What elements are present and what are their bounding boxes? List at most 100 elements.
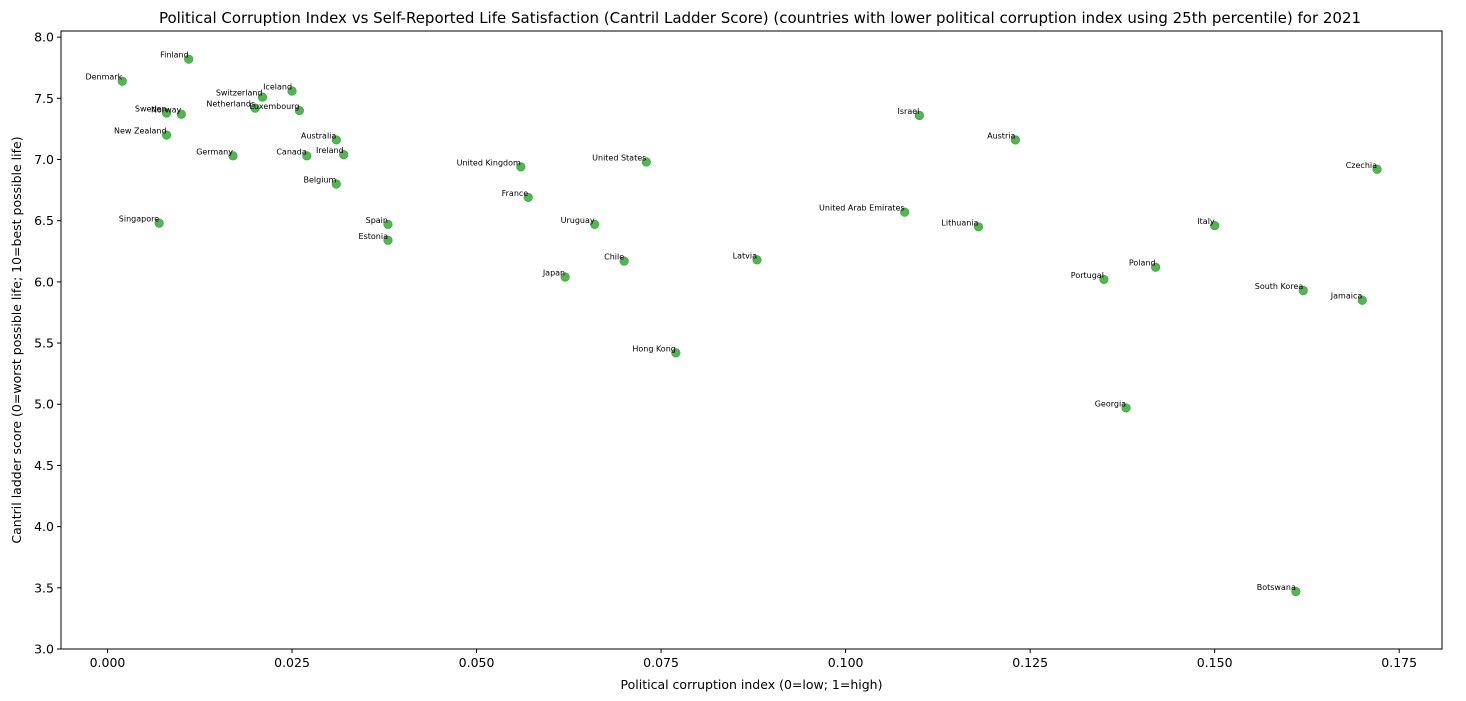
data-point-label: Austria	[987, 131, 1015, 140]
data-point	[339, 150, 349, 160]
data-point-label: Sweden	[135, 104, 167, 113]
data-point	[1298, 285, 1308, 296]
y-tick-label: 5.5	[34, 336, 54, 351]
data-point	[184, 54, 194, 64]
data-point-label: Finland	[160, 51, 189, 60]
data-point	[641, 157, 651, 167]
x-tick-label: 0.025	[274, 655, 310, 670]
x-tick-label: 0.075	[643, 655, 679, 670]
data-point-label: Ireland	[316, 146, 344, 155]
data-point-label: Australia	[301, 131, 336, 140]
y-tick-label: 4.5	[34, 458, 54, 473]
x-tick-label: 0.100	[828, 655, 864, 670]
x-axis-ticks: 0.000 0.025 0.050 0.075 0.100 0.125 0.150 0.175	[90, 649, 1417, 670]
data-point	[671, 348, 681, 358]
data-point-label: United Arab Emirates	[819, 204, 905, 213]
data-point-label: Spain	[366, 216, 388, 225]
data-point	[516, 162, 526, 172]
data-point-label: Latvia	[733, 251, 757, 260]
data-point-label: Iceland	[263, 82, 292, 91]
data-point-label: Estonia	[359, 232, 389, 241]
y-tick-label: 3.5	[34, 580, 54, 595]
data-point-label: France	[502, 189, 529, 198]
y-tick-label: 4.0	[34, 519, 54, 534]
data-point	[1210, 220, 1220, 231]
data-point	[560, 272, 570, 282]
x-tick-label: 0.000	[90, 655, 126, 670]
data-point	[1010, 135, 1020, 145]
data-point-label: Denmark	[85, 73, 122, 82]
data-point-label: Czechia	[1346, 161, 1377, 170]
x-tick-label: 0.150	[1197, 655, 1233, 670]
data-point	[752, 255, 762, 265]
data-point-label: Singapore	[119, 215, 159, 224]
x-tick-label: 0.050	[459, 655, 495, 670]
data-point	[619, 256, 629, 266]
data-point	[900, 207, 910, 217]
data-points	[117, 54, 1382, 597]
data-point	[117, 76, 127, 86]
data-point	[1099, 274, 1109, 285]
data-point	[302, 151, 312, 161]
y-tick-label: 6.5	[34, 213, 54, 228]
data-point	[973, 222, 984, 232]
data-point-label: New Zealand	[114, 127, 167, 136]
data-point	[161, 108, 172, 118]
y-axis-ticks: 3.0 3.5 4.0 4.5 5.0 5.5 6.0 6.5 7.0 7.5 8.0	[34, 30, 61, 657]
chart-title: Political Corruption Index vs Self-Repor…	[159, 9, 1361, 27]
data-point-label: Netherlands	[206, 100, 255, 109]
y-tick-label: 6.0	[34, 274, 54, 289]
data-point	[383, 219, 393, 229]
data-point-label: Switzerland	[216, 89, 263, 98]
data-point-label: Portugal	[1071, 271, 1104, 280]
data-point-label: Jamaica	[1330, 292, 1363, 301]
data-point-label: South Korea	[1255, 282, 1304, 291]
data-point	[250, 103, 260, 113]
data-point	[176, 109, 186, 119]
data-point-label: Uruguay	[561, 216, 595, 225]
data-point	[287, 86, 297, 96]
data-point	[523, 192, 533, 203]
data-point-label: Belgium	[304, 175, 337, 184]
data-point	[154, 218, 164, 228]
x-tick-label: 0.125	[1012, 655, 1048, 670]
y-tick-label: 7.5	[34, 91, 54, 106]
data-point	[590, 219, 600, 229]
data-point-label: Japan	[542, 268, 565, 277]
data-point-label: Georgia	[1095, 399, 1126, 408]
data-point-label: Botswana	[1257, 583, 1296, 592]
data-point-label: Israel	[898, 107, 920, 116]
data-point-label: United Kingdom	[457, 158, 521, 167]
data-point	[1372, 164, 1382, 174]
data-point-label: Luxembourg	[250, 102, 300, 111]
x-tick-label: 0.175	[1381, 655, 1417, 670]
data-point	[228, 151, 238, 161]
data-point-label: Canada	[276, 147, 307, 156]
data-point-label: Italy	[1197, 217, 1215, 226]
data-point	[1121, 403, 1131, 413]
data-point-label: Poland	[1129, 259, 1156, 268]
y-tick-label: 7.0	[34, 152, 54, 167]
plot-area-frame	[60, 30, 1443, 650]
data-point-label: Norway	[151, 106, 182, 115]
data-point-label: Germany	[196, 147, 233, 156]
y-tick-label: 8.0	[34, 30, 54, 45]
y-axis-label: Cantril ladder score (0=worst possible l…	[9, 136, 24, 543]
data-point	[1357, 295, 1367, 305]
data-point	[1291, 586, 1301, 597]
data-point-label: Hong Kong	[632, 344, 676, 353]
data-point	[294, 105, 305, 116]
data-point-label: United States	[592, 153, 646, 162]
data-point	[914, 110, 925, 121]
data-point	[1151, 262, 1161, 272]
data-point	[331, 135, 341, 145]
data-point	[383, 235, 393, 245]
y-tick-label: 5.0	[34, 397, 54, 412]
data-point	[331, 179, 341, 189]
data-point-label: Lithuania	[941, 218, 978, 227]
data-point	[257, 92, 268, 102]
data-point	[161, 130, 172, 140]
data-point-label: Chile	[604, 253, 624, 262]
